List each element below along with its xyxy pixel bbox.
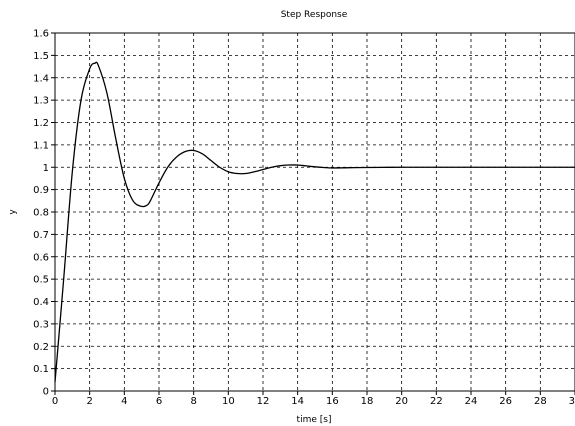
y-tick-label: 1.2 [33, 118, 49, 129]
y-tick-label: 0.9 [33, 185, 49, 196]
x-tick-label: 10 [222, 396, 235, 407]
y-tick-label: 1.4 [33, 73, 49, 84]
y-tick-label: 1.3 [33, 96, 49, 107]
y-tick-label: 0.2 [33, 342, 49, 353]
y-tick-label: 1.5 [33, 51, 49, 62]
grid-lines [55, 33, 575, 391]
x-tick-label: 0 [52, 396, 58, 407]
y-axis-label: y [8, 209, 18, 215]
y-tick-label: 1 [43, 163, 49, 174]
x-tick-label: 30 [569, 396, 575, 407]
y-tick-label: 1.6 [33, 29, 49, 40]
x-tick-label: 26 [499, 396, 512, 407]
x-tick-label: 4 [121, 396, 127, 407]
y-tick-label: 1.1 [33, 140, 49, 151]
x-tick-label: 20 [395, 396, 408, 407]
x-tick-label: 2 [86, 396, 92, 407]
y-tick-label: 0.5 [33, 275, 49, 286]
x-axis-label: time [s] [297, 415, 332, 425]
x-tick-label: 18 [361, 396, 374, 407]
y-tick-label: 0.3 [33, 319, 49, 330]
x-tick-label: 12 [257, 396, 270, 407]
y-tick-label: 0.7 [33, 230, 49, 241]
x-tick-label: 8 [190, 396, 196, 407]
chart-title: Step Response [281, 10, 348, 20]
x-tick-label: 28 [534, 396, 547, 407]
y-axis: 0 0.1 0.2 0.3 0.4 0.5 0.6 0.7 0.8 0.9 1 1.1 1.2 1.3 1.… [33, 29, 55, 398]
y-tick-label: 0.1 [33, 364, 49, 375]
x-tick-label: 16 [326, 396, 339, 407]
x-tick-label: 6 [156, 396, 162, 407]
x-tick-label: 24 [465, 396, 478, 407]
y-tick-label: 0.4 [33, 297, 49, 308]
y-tick-label: 0.8 [33, 208, 49, 219]
step-response-line [54, 61, 575, 383]
x-tick-label: 14 [291, 396, 304, 407]
y-tick-label: 0 [43, 387, 49, 398]
y-tick-label: 0.6 [33, 252, 49, 263]
x-tick-label: 22 [430, 396, 443, 407]
